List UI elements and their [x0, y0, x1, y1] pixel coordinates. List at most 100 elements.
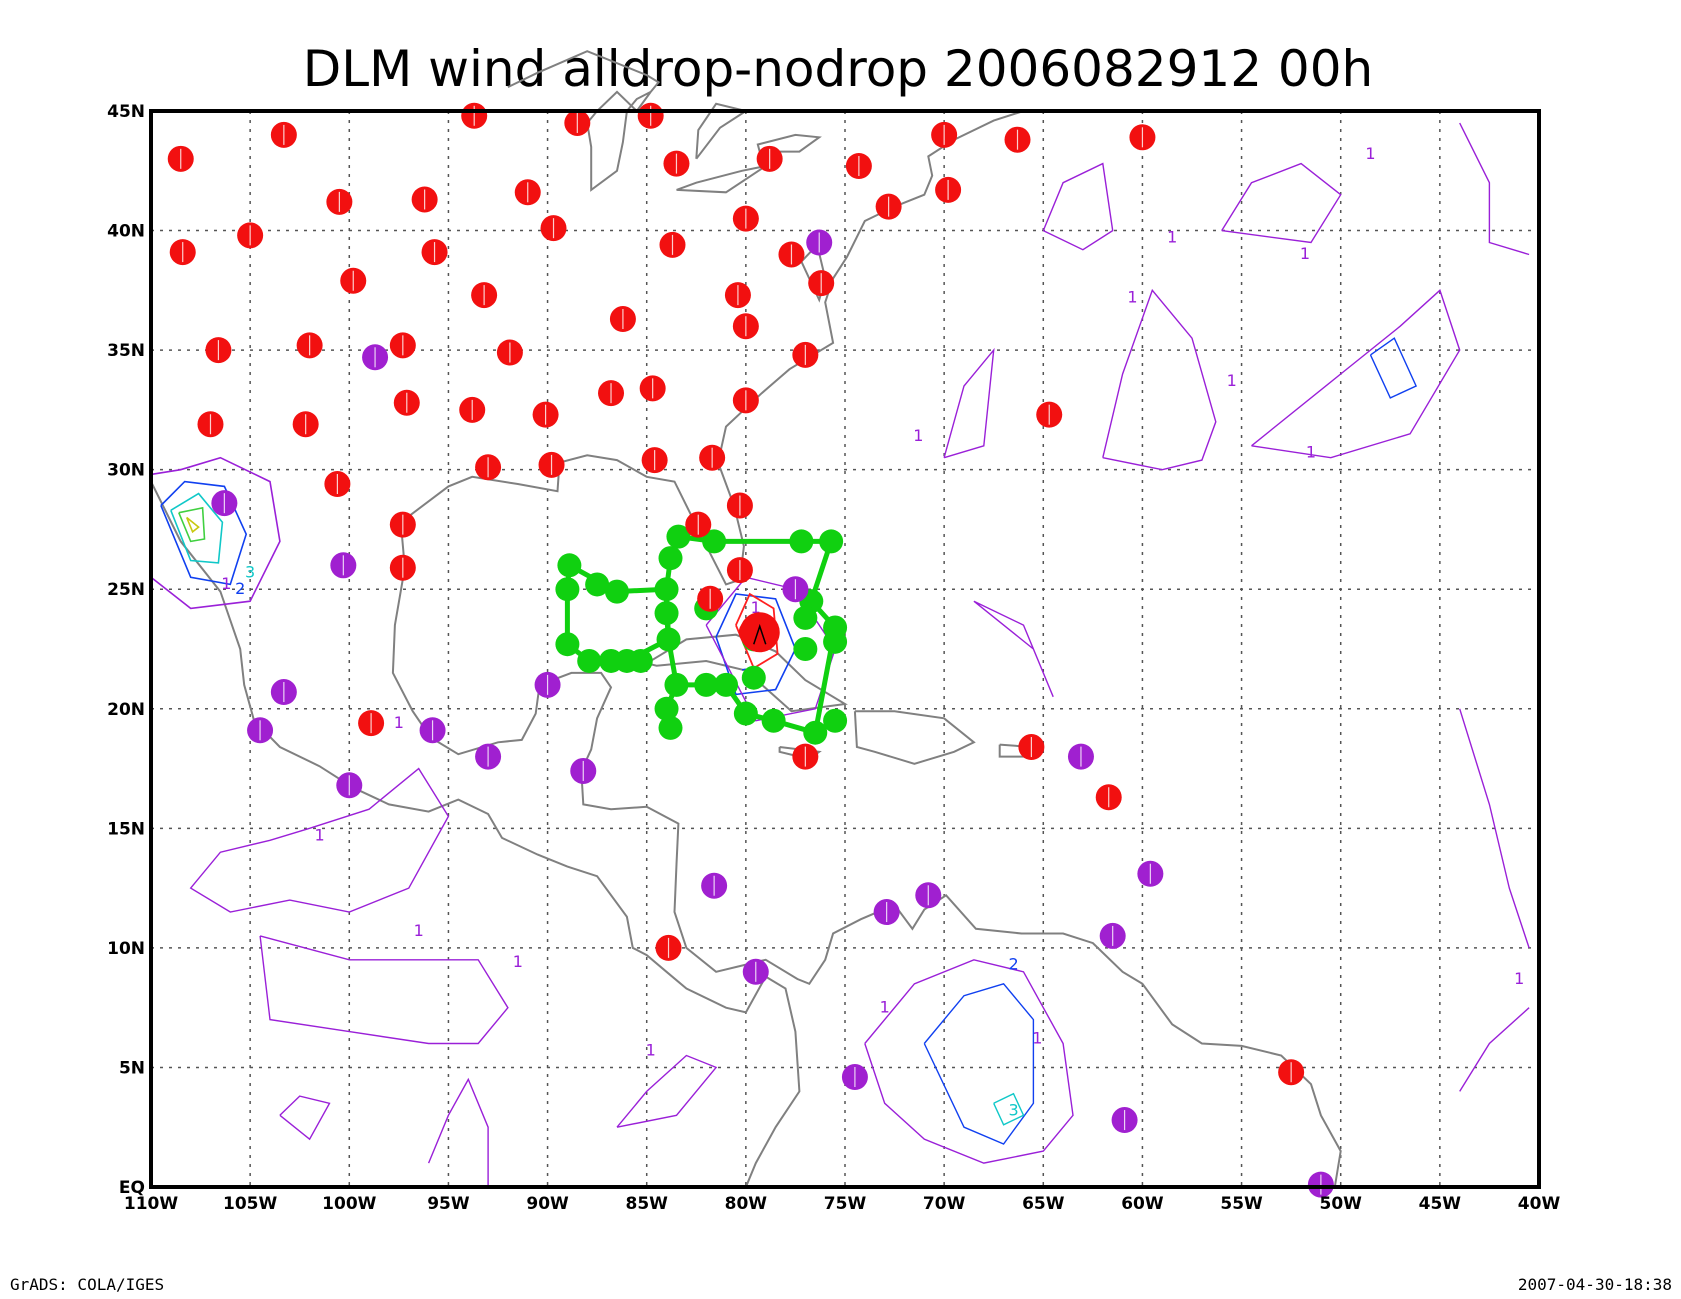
contour-line [150, 456, 281, 610]
footer-left: GrADS: COLA/IGES [10, 1275, 164, 1294]
dropsonde-marker [702, 529, 727, 554]
coastline [646, 633, 848, 713]
contour-label: 1 [1227, 371, 1237, 390]
contour-label: 1 [880, 997, 890, 1016]
dropsonde-marker [654, 601, 679, 626]
dropsonde-marker [823, 629, 848, 654]
dropsonde-marker [599, 648, 624, 673]
dropsonde-marker [557, 553, 582, 578]
map-frame [149, 109, 1541, 1189]
lon-tick-label: 105W [223, 1194, 277, 1214]
lon-tick-label: 90W [526, 1194, 569, 1214]
drop-track-line [564, 563, 672, 664]
contour-line [1251, 289, 1461, 459]
lat-tick-label: 40N [107, 222, 145, 242]
dropsonde-marker [741, 665, 766, 690]
lon-tick-label: 85W [626, 1194, 669, 1214]
contour-label: 1 [1167, 228, 1177, 247]
lat-tick-label: 45N [107, 102, 145, 122]
contour-line [1042, 162, 1114, 251]
contour-lines [150, 122, 1530, 1187]
contour-line [160, 480, 248, 586]
contour-line [943, 347, 995, 459]
dropsonde-marker [555, 632, 580, 657]
contour-label: 1 [1514, 969, 1524, 988]
dropsonde-marker [656, 627, 681, 652]
latitude-tick-labels: 45N 40N 35N 30N 25N 20N 15N 10N 5N EQ [107, 102, 145, 1198]
coastline [507, 50, 661, 93]
contour-line [864, 959, 1074, 1164]
lat-tick-label: 5N [119, 1058, 145, 1078]
lat-tick-label: 20N [107, 700, 145, 720]
dropsonde-marker [714, 672, 739, 697]
coastline [586, 90, 652, 192]
storm-center-marker [739, 612, 780, 653]
lon-tick-label: 40W [1518, 1194, 1561, 1214]
contour-label: 2 [1008, 954, 1018, 973]
dropsonde-marker [604, 579, 629, 604]
coastline [800, 244, 827, 303]
contour-line [616, 1054, 718, 1128]
contour-line [1102, 288, 1217, 471]
dropsonde-marker [658, 715, 683, 740]
contour-labels: 1321111111111211213111 [221, 144, 1524, 1119]
footer-right: 2007-04-30-18:38 [1518, 1275, 1672, 1294]
contour-label: 1 [913, 426, 923, 445]
station-markers [167, 102, 1334, 1198]
contour-label: 1 [1306, 443, 1316, 462]
contour-label: 1 [1365, 144, 1375, 163]
contour-line [178, 506, 206, 543]
contour-line [279, 1095, 331, 1141]
dropsonde-marker [803, 720, 828, 745]
contour-line [185, 516, 200, 534]
coastline [853, 710, 976, 765]
lat-tick-label: 35N [107, 341, 145, 361]
contour-line [259, 935, 509, 1045]
dropsonde-marker [793, 637, 818, 661]
dropsonde-marker [761, 708, 786, 733]
dropsonde-marker [654, 696, 679, 721]
contour-line [993, 1092, 1025, 1126]
contour-line [923, 982, 1035, 1145]
coastline [676, 165, 767, 194]
dropsonde-marker [577, 648, 602, 673]
lon-tick-label: 100W [322, 1194, 376, 1214]
dropsonde-marker [666, 524, 691, 549]
lat-tick-label: EQ [119, 1178, 145, 1198]
contour-line [170, 492, 224, 564]
dropsonde-marker [733, 701, 758, 726]
contour-label: 1 [513, 952, 523, 971]
contour-line [189, 767, 450, 913]
lon-tick-label: 50W [1320, 1194, 1363, 1214]
lon-tick-label: 70W [923, 1194, 966, 1214]
dropsonde-marker [694, 672, 719, 697]
lon-tick-label: 60W [1121, 1194, 1164, 1214]
contour-line [1369, 337, 1418, 399]
dropsonde-marker [654, 577, 679, 602]
contour-label: 3 [245, 562, 255, 581]
contour-line [1459, 1007, 1530, 1092]
lat-tick-label: 25N [107, 580, 145, 600]
dropsonde-marker [793, 605, 818, 630]
contour-label: 1 [394, 713, 404, 732]
contour-line [1221, 162, 1342, 244]
contour-label: 1 [314, 825, 324, 844]
contour-line [427, 1077, 489, 1187]
contour-label: 1 [414, 921, 424, 940]
contour-label: 1 [1127, 287, 1137, 306]
lat-tick-label: 30N [107, 461, 145, 481]
contour-label: 1 [221, 574, 231, 593]
coastline [399, 110, 1024, 586]
map-title: DLM wind alldrop-nodrop 2006082912 00h [303, 40, 1374, 98]
lon-tick-label: 65W [1022, 1194, 1065, 1214]
contour-label: 1 [751, 598, 761, 617]
dropsonde-marker [585, 572, 610, 597]
coastline [756, 133, 822, 153]
contour-line [1459, 122, 1530, 256]
dropsonde-marker [664, 672, 689, 697]
contour-label: 1 [646, 1040, 656, 1059]
contour-label: 2 [235, 579, 245, 598]
contour-line [973, 600, 1054, 698]
contour-label: 1 [1032, 1029, 1042, 1048]
